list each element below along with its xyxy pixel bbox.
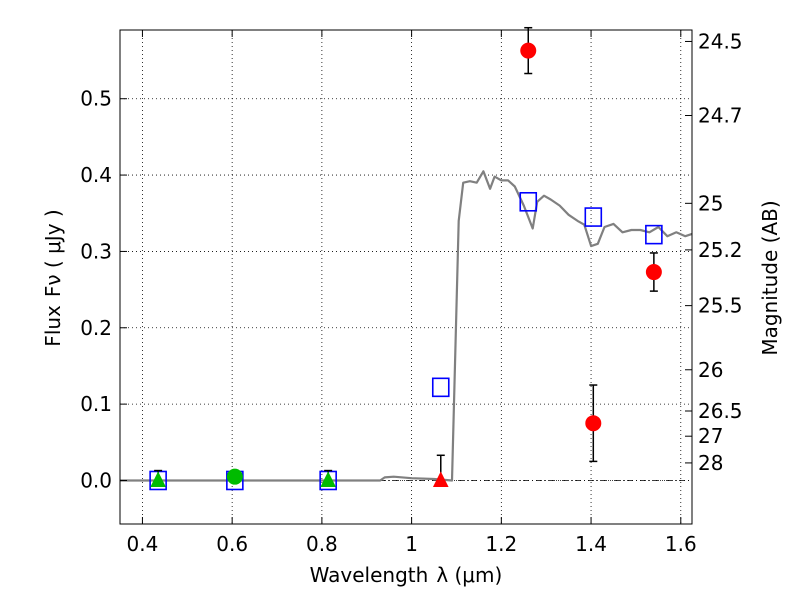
- model-flux-square: [645, 224, 663, 245]
- x-tick-label: 0.6: [216, 532, 248, 556]
- x-tick-label: 0.4: [127, 532, 159, 556]
- y-tick-label: 0.4: [80, 163, 112, 187]
- red-circle-marker: [645, 264, 662, 281]
- x-tick-label: 1: [405, 532, 418, 556]
- model-spectrum: [120, 170, 693, 482]
- green-triangle-marker: [150, 471, 166, 487]
- right-tick-label: 26: [698, 358, 723, 382]
- photometry-markers: [150, 42, 662, 487]
- x-tick-label: 1.2: [485, 532, 517, 556]
- y-axis-title-math: Fν ( μJy ): [41, 209, 65, 297]
- green-triangle-marker: [320, 471, 336, 487]
- red-circle-marker: [520, 42, 537, 59]
- right-tick-label: 26.5: [698, 399, 743, 423]
- y-tick-label: 0.0: [80, 468, 112, 492]
- right-tick-label: 25.5: [698, 294, 743, 318]
- x-tick-label: 1.6: [665, 532, 697, 556]
- x-tick-label: 1.4: [575, 532, 607, 556]
- model-spectrum-line: [120, 170, 693, 482]
- grid: [120, 30, 692, 524]
- y-tick-label: 0.3: [80, 239, 112, 263]
- model-flux-squares: [149, 191, 663, 491]
- x-axis-title: Wavelength λ (μm): [310, 563, 503, 587]
- right-tick-label: 24.7: [698, 104, 743, 128]
- y-ticks: 0.0 0.1 0.2 0.3 0.4 0.5: [80, 87, 127, 492]
- red-circle-marker: [585, 415, 602, 432]
- x-axis-title-word: Wavelength: [310, 563, 429, 587]
- error-bars: [154, 26, 658, 484]
- x-tick-label: 0.8: [306, 532, 338, 556]
- right-axis-title: Magnitude (AB): [758, 200, 782, 355]
- y-tick-label: 0.1: [80, 392, 112, 416]
- right-tick-label: 25: [698, 191, 723, 215]
- x-ticks: 0.4 0.6 0.8 1 1.2 1.4 1.6: [127, 30, 697, 556]
- y-tick-label: 0.2: [80, 316, 112, 340]
- y-tick-label: 0.5: [80, 87, 112, 111]
- right-tick-label: 24.5: [698, 29, 743, 53]
- model-flux-square: [584, 207, 603, 227]
- green-circle-marker: [226, 468, 243, 485]
- red-triangle-marker: [432, 471, 449, 487]
- right-tick-label: 27: [698, 424, 723, 448]
- model-flux-square: [431, 377, 450, 398]
- right-ticks: 24.5 24.7 25 25.2 25.5 26 26.527 28: [685, 29, 743, 475]
- y-axis-title: Flux Fν ( μJy ): [41, 209, 65, 346]
- y-axis-title-word: Flux: [41, 305, 65, 347]
- right-tick-label: 25.2: [698, 238, 743, 262]
- x-axis-title-math: λ (μm): [436, 563, 502, 587]
- plot-frame: [119, 29, 693, 525]
- model-flux-square: [519, 191, 538, 212]
- right-tick-label: 28: [698, 451, 723, 475]
